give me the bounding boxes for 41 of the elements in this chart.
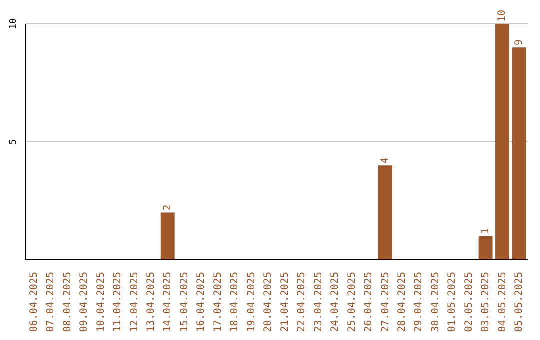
x-tick-label: 25.04.2025: [346, 272, 358, 332]
data-label: 1: [480, 228, 492, 234]
bar: [478, 236, 493, 260]
x-tick-label: 01.05.2025: [447, 272, 458, 332]
x-tick-label: 07.04.2025: [46, 272, 57, 332]
bar: [160, 212, 175, 260]
data-label: 10: [497, 10, 508, 22]
x-tick-label: 11.04.2025: [112, 272, 124, 332]
x-tick-label: 04.05.2025: [497, 272, 508, 332]
x-tick-label: 06.04.2025: [28, 272, 40, 332]
y-tick-label: 5: [9, 139, 19, 145]
x-tick-label: 27.04.2025: [380, 272, 392, 332]
x-tick-label: 22.04.2025: [296, 272, 308, 332]
bar: [496, 24, 510, 260]
x-tick-label: 18.04.2025: [230, 272, 241, 332]
x-tick-label: 21.04.2025: [280, 272, 291, 332]
x-tick-label: 14.04.2025: [162, 272, 174, 332]
x-tick-label: 05.05.2025: [514, 272, 526, 332]
x-tick-label: 02.05.2025: [464, 272, 475, 332]
x-tick-label: 20.04.2025: [263, 272, 274, 332]
x-tick-label: 15.04.2025: [179, 272, 190, 332]
data-label: 4: [380, 158, 391, 164]
x-tick-label: 10.04.2025: [96, 272, 107, 332]
x-tick-label: 09.04.2025: [79, 272, 90, 332]
bar: [512, 48, 526, 260]
x-tick-label: 12.04.2025: [129, 272, 140, 332]
bar: [378, 166, 392, 260]
x-tick-label: 24.04.2025: [330, 272, 342, 332]
x-tick-label: 16.04.2025: [196, 272, 208, 332]
x-tick-label: 13.04.2025: [146, 272, 157, 332]
x-tick-label: 08.04.2025: [62, 272, 74, 332]
x-tick-label: 28.04.2025: [397, 272, 408, 332]
x-tick-label: 19.04.2025: [246, 272, 258, 332]
x-tick-label: 23.04.2025: [313, 272, 324, 332]
x-tick-label: 26.04.2025: [364, 272, 375, 332]
x-tick-label: 03.05.2025: [480, 272, 492, 332]
data-label: 2: [162, 204, 174, 211]
x-tick-label: 29.04.2025: [414, 272, 425, 332]
x-tick-label: 30.04.2025: [430, 272, 442, 332]
data-label: 9: [514, 40, 525, 46]
x-tick-label: 17.04.2025: [212, 272, 224, 332]
